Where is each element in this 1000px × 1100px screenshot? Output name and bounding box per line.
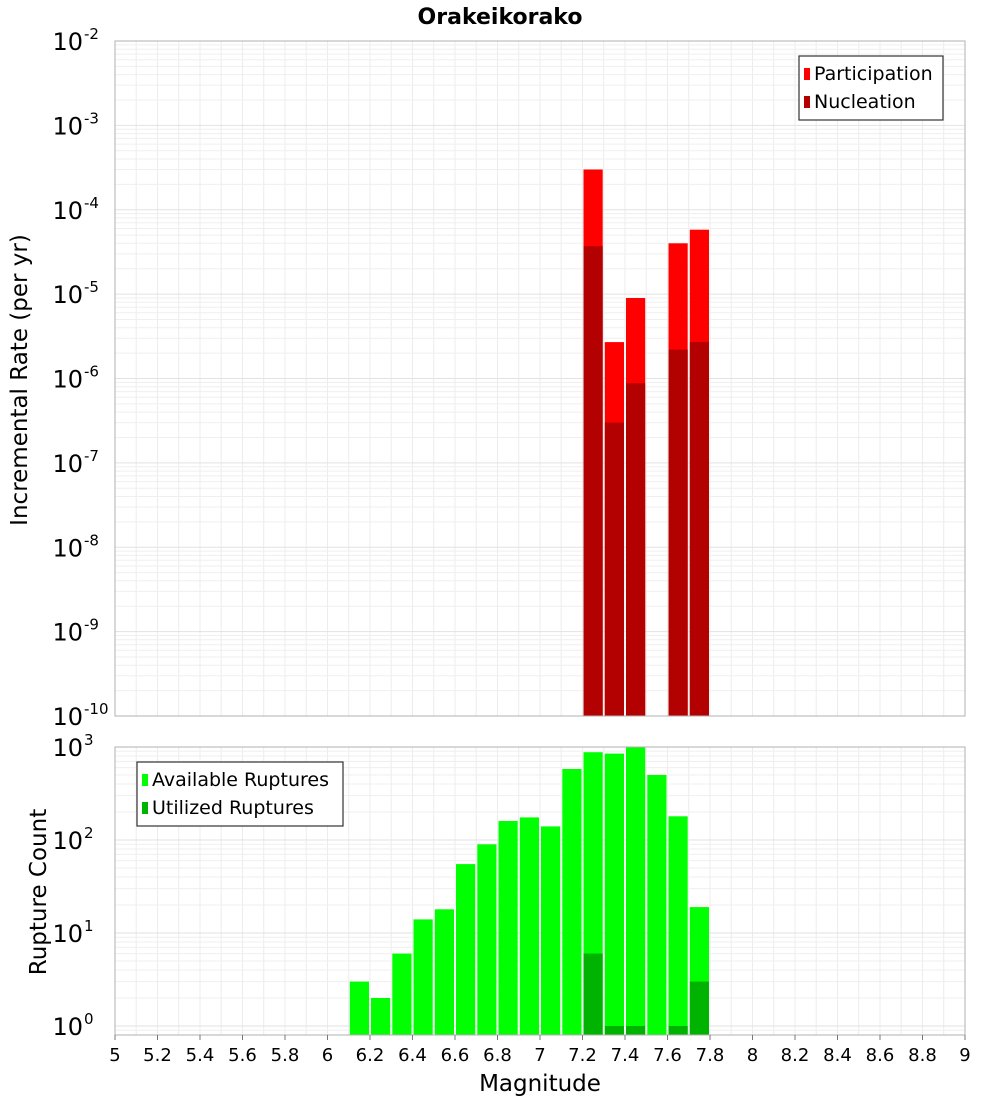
y-tick-exponent: -5 <box>84 278 99 296</box>
series-utilized-ruptures <box>583 953 709 1035</box>
y-tick-exponent: 3 <box>84 731 94 749</box>
bar <box>583 953 603 1035</box>
x-tick-label: 7.2 <box>568 1045 597 1066</box>
y-tick-exponent: -3 <box>84 109 99 127</box>
y-tick-exponent: -7 <box>84 447 99 465</box>
legend-swatch <box>142 774 148 786</box>
x-tick-label: 9 <box>959 1045 970 1066</box>
y-tick-label: 10 <box>52 28 83 56</box>
legend-label: Available Ruptures <box>152 769 329 791</box>
legend-label: Utilized Ruptures <box>152 797 314 819</box>
series-nucleation <box>583 246 709 716</box>
legend-box <box>798 55 944 121</box>
bar <box>604 1026 624 1035</box>
legend-swatch <box>142 802 148 814</box>
x-tick-label: 5.8 <box>271 1045 300 1066</box>
y-tick-label: 10 <box>52 920 83 948</box>
y-tick-exponent: -2 <box>84 25 99 43</box>
plot-frame <box>114 40 966 717</box>
x-tick-label: 7.4 <box>611 1045 640 1066</box>
bar <box>434 909 454 1035</box>
y-tick-exponent: -8 <box>84 531 99 549</box>
top-y-axis-label: Incremental Rate (per yr) <box>7 234 33 526</box>
y-tick-exponent: -4 <box>84 194 99 212</box>
bar <box>689 342 709 716</box>
legend-swatch <box>804 68 810 80</box>
bar <box>413 919 433 1035</box>
bar <box>668 816 688 1035</box>
y-tick-exponent: 2 <box>84 824 94 842</box>
bottom-y-axis-label: Rupture Count <box>26 809 52 975</box>
y-tick-exponent: 0 <box>84 1010 94 1028</box>
x-tick-label: 7.8 <box>696 1045 725 1066</box>
bar <box>583 246 603 716</box>
y-tick-label: 10 <box>52 827 83 855</box>
y-tick-label: 10 <box>52 619 83 647</box>
bar <box>626 1026 646 1035</box>
y-tick-label: 10 <box>52 281 83 309</box>
x-tick-label: 5 <box>109 1045 120 1066</box>
bar <box>498 821 518 1035</box>
bar <box>519 817 539 1035</box>
bar <box>689 981 709 1035</box>
legend-label: Nucleation <box>814 91 916 113</box>
legend: Available Ruptures Utilized Ruptures <box>136 761 344 827</box>
bar <box>668 1026 688 1035</box>
x-tick-label: 5.4 <box>186 1045 215 1066</box>
y-tick-label: 10 <box>52 450 83 478</box>
x-tick-label: 8.6 <box>866 1045 895 1066</box>
x-tick-label: 7 <box>534 1045 545 1066</box>
x-tick-label: 6.4 <box>398 1045 427 1066</box>
bar <box>392 953 412 1035</box>
y-tick-exponent: -10 <box>84 700 109 718</box>
x-tick-label: 7.6 <box>653 1045 682 1066</box>
chart-title: Orakeikorako <box>418 5 583 30</box>
y-tick-label: 10 <box>52 1013 83 1041</box>
x-axis-label: Magnitude <box>479 1071 601 1097</box>
y-tick-exponent: -9 <box>84 616 99 634</box>
y-tick-exponent: -6 <box>84 363 99 381</box>
x-tick-label: 6.8 <box>483 1045 512 1066</box>
x-tick-label: 6 <box>322 1045 333 1066</box>
grid <box>114 40 966 717</box>
x-tick-label: 5.2 <box>143 1045 172 1066</box>
y-tick-label: 10 <box>52 112 83 140</box>
legend-swatch <box>804 96 810 108</box>
legend-box <box>136 761 344 827</box>
y-tick-label: 10 <box>52 734 83 762</box>
x-tick-label: 6.6 <box>441 1045 470 1066</box>
bar <box>604 422 624 716</box>
y-tick-label: 10 <box>52 534 83 562</box>
bar <box>626 383 646 716</box>
y-tick-label: 10 <box>52 703 83 731</box>
bar <box>647 775 667 1035</box>
x-tick-label: 8.2 <box>781 1045 810 1066</box>
y-tick-label: 10 <box>52 366 83 394</box>
x-tick-label: 5.6 <box>228 1045 257 1066</box>
bar <box>456 864 476 1035</box>
y-tick-label: 10 <box>52 197 83 225</box>
bottom-chart-panel: 10 010 110 210 35 5.2 5.4 5.6 5.8 6 6.2 6.4 6.6 6.8 7 7… <box>52 731 970 1066</box>
legend: Participation Nucleation <box>798 55 944 121</box>
x-tick-label: 6.2 <box>356 1045 385 1066</box>
x-tick-label: 8.8 <box>908 1045 937 1066</box>
x-tick-label: 8 <box>747 1045 758 1066</box>
bar <box>541 826 561 1035</box>
x-tick-label: 8.4 <box>823 1045 852 1066</box>
legend-label: Participation <box>814 63 933 85</box>
bar <box>626 747 646 1035</box>
bar <box>562 769 582 1035</box>
bar <box>604 753 624 1035</box>
bar <box>371 998 391 1035</box>
bar <box>477 844 497 1035</box>
bar <box>668 349 688 716</box>
series-available-ruptures <box>349 747 709 1035</box>
bar <box>349 981 369 1035</box>
y-tick-exponent: 1 <box>84 917 94 935</box>
